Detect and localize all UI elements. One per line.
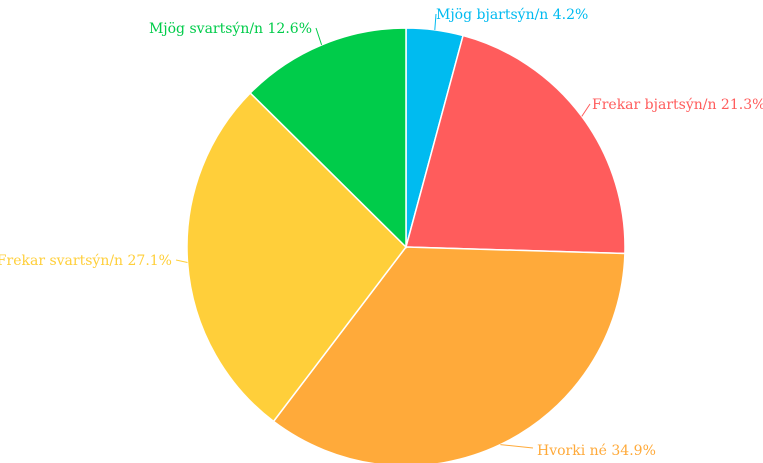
pie-slices <box>186 27 626 463</box>
pie-slice-mjog-svartsyn-n <box>249 27 407 249</box>
pie-slice-frekar-bjartsyn-n <box>405 34 626 255</box>
leader-line-mjog-bjartsyn-n <box>434 13 437 30</box>
slice-label-frekar-bjartsyn-n: Frekar bjartsýn/n 21.3% <box>592 96 763 113</box>
pie-slice-frekar-svartsyn-n <box>186 91 407 423</box>
slice-label-frekar-svartsyn-n: Frekar svartsýn/n 27.1% <box>0 252 172 269</box>
slice-label-mjog-svartsyn-n: Mjög svartsýn/n 12.6% <box>149 20 312 37</box>
slice-label-mjog-bjartsyn-n: Mjög bjartsýn/n 4.2% <box>436 6 588 23</box>
leader-line-mjog-svartsyn-n <box>315 27 323 46</box>
pie-leader-lines <box>175 13 591 449</box>
pie-labels: Mjög bjartsýn/n 4.2% Frekar bjartsýn/n 21… <box>0 6 763 459</box>
slice-label-hvorki-ne: Hvorki né 34.9% <box>537 443 656 459</box>
pie-slice-hvorki-ne <box>272 246 626 463</box>
leader-line-frekar-bjartsyn-n <box>581 103 591 117</box>
leader-line-frekar-svartsyn-n <box>175 259 188 263</box>
leader-line-hvorki-ne <box>500 444 534 449</box>
